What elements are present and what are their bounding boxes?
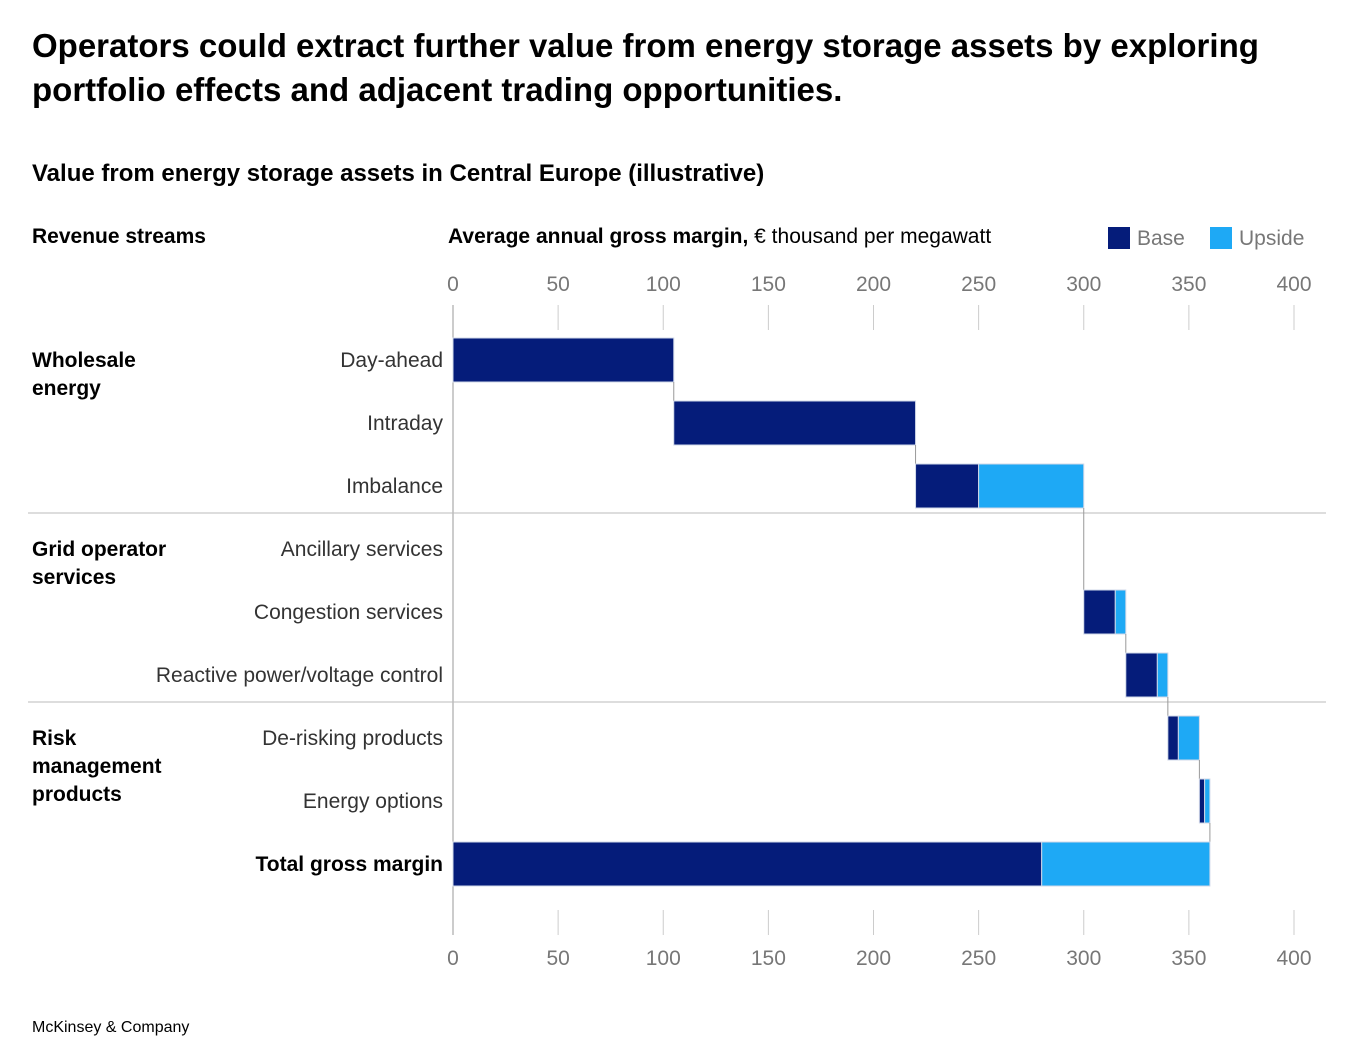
bar-base — [915, 463, 980, 509]
category-label: De-risking products — [262, 727, 443, 750]
bar-base — [452, 337, 675, 383]
bar-upside — [1114, 589, 1127, 635]
bar-upside — [978, 463, 1085, 509]
category-label: Congestion services — [254, 601, 443, 624]
footer-logo: McKinsey & Company — [32, 1019, 190, 1036]
legend-label-upside: Upside — [1239, 227, 1304, 250]
tick-label-top: 300 — [1066, 273, 1101, 296]
tick-label-top: 200 — [856, 273, 891, 296]
group-label: Grid operator — [32, 538, 166, 561]
bar-base — [452, 841, 1043, 887]
category-label: Day-ahead — [340, 349, 443, 372]
bar-upside — [1041, 841, 1211, 887]
category-label: Ancillary services — [281, 538, 443, 561]
tick-label-bottom: 400 — [1276, 947, 1311, 970]
category-label: Reactive power/voltage control — [156, 664, 443, 687]
x-axis-label: Average annual gross margin, € thousand … — [448, 225, 991, 249]
tick-label-top: 250 — [961, 273, 996, 296]
tick-label-bottom: 50 — [546, 947, 569, 970]
category-label: Energy options — [303, 790, 443, 813]
tick-label-top: 0 — [447, 273, 459, 296]
tick-label-bottom: 200 — [856, 947, 891, 970]
group-label: Risk — [32, 727, 77, 750]
bar-upside — [1177, 715, 1200, 761]
tick-label-bottom: 250 — [961, 947, 996, 970]
group-label: Wholesale — [32, 349, 136, 372]
tick-label-bottom: 150 — [751, 947, 786, 970]
tick-label-bottom: 100 — [646, 947, 681, 970]
bar-base — [1198, 778, 1206, 824]
tick-label-top: 400 — [1276, 273, 1311, 296]
legend-swatch-base — [1108, 227, 1130, 249]
tick-label-bottom: 350 — [1171, 947, 1206, 970]
category-label: Total gross margin — [256, 853, 443, 876]
bar-base — [1083, 589, 1116, 635]
bar-upside — [1204, 778, 1211, 824]
bar-base — [673, 400, 917, 446]
tick-label-top: 50 — [546, 273, 569, 296]
tick-label-top: 100 — [646, 273, 681, 296]
bar-base — [1125, 652, 1158, 698]
row-header: Revenue streams — [32, 225, 206, 248]
tick-label-top: 150 — [751, 273, 786, 296]
tick-label-bottom: 300 — [1066, 947, 1101, 970]
chart-title: Value from energy storage assets in Cent… — [32, 160, 765, 187]
x-axis-label-bold: Average annual gross margin, — [448, 225, 749, 248]
group-label: services — [32, 566, 116, 589]
group-label: products — [32, 783, 122, 806]
legend-label-base: Base — [1137, 227, 1185, 250]
group-label: management — [32, 755, 162, 778]
tick-label-bottom: 0 — [447, 947, 459, 970]
page-title: Operators could extract further value fr… — [32, 27, 1259, 108]
legend-swatch-upside — [1210, 227, 1232, 249]
x-axis-label-unit: € thousand per megawatt — [748, 225, 992, 248]
category-label: Imbalance — [346, 475, 443, 498]
bar-upside — [1156, 652, 1169, 698]
group-label: energy — [32, 377, 101, 400]
bar-base — [1167, 715, 1179, 761]
category-label: Intraday — [367, 412, 443, 435]
tick-label-top: 350 — [1171, 273, 1206, 296]
